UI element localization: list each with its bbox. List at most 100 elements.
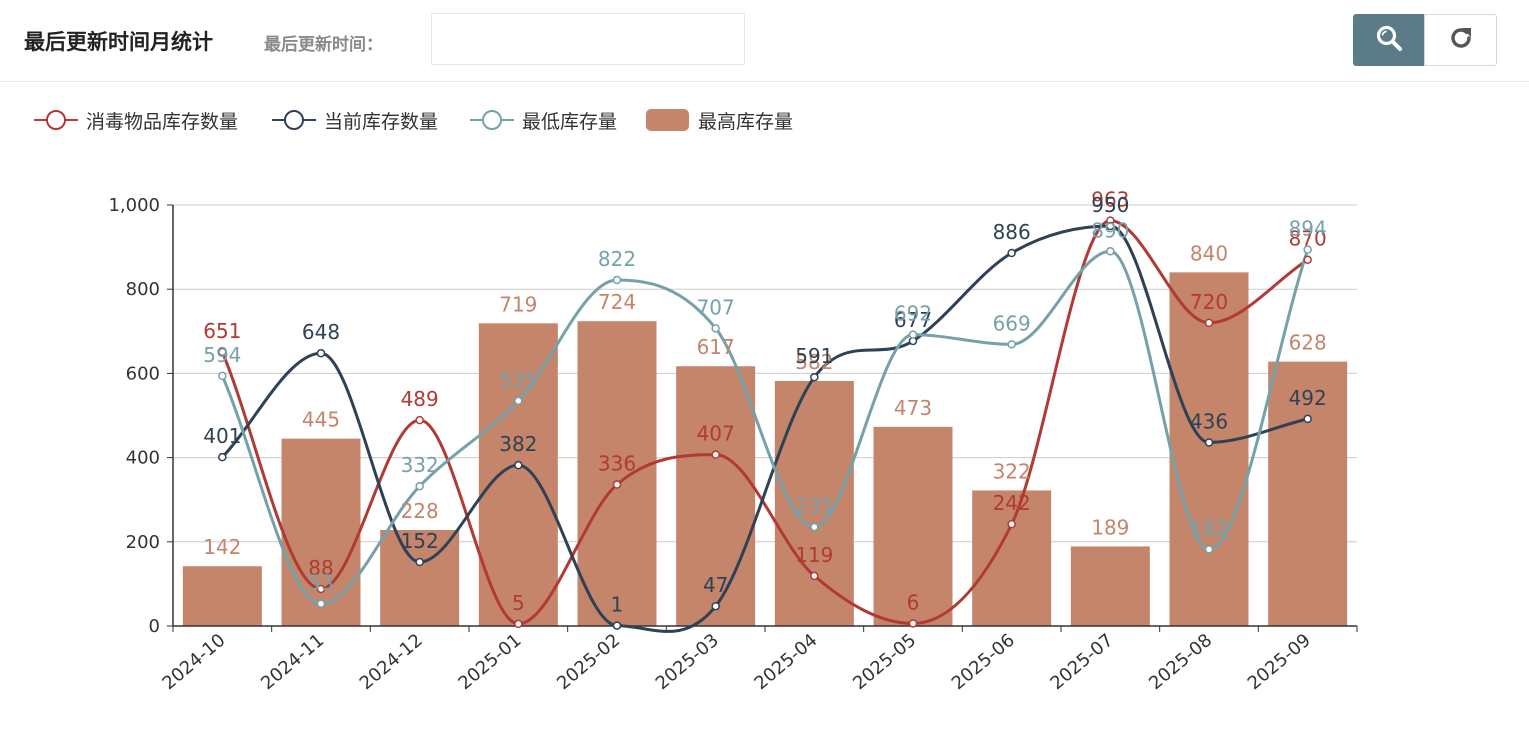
data-label-disinfect: 407 [697, 422, 735, 446]
filter-label: 最后更新时间： [264, 35, 383, 55]
point-disinfect [711, 450, 720, 459]
point-current [415, 557, 424, 567]
data-label-current: 47 [703, 573, 728, 597]
point-min [908, 330, 918, 339]
point-current [612, 621, 622, 630]
data-label-max: 445 [302, 408, 340, 432]
legend-item-min[interactable]: 最低库存量 [470, 104, 617, 136]
point-min [1204, 545, 1214, 554]
point-min [218, 371, 227, 381]
data-label-min: 669 [993, 311, 1031, 335]
data-label-disinfect: 336 [598, 452, 636, 476]
data-label-min: 332 [401, 453, 439, 477]
legend-marker-current [272, 110, 316, 130]
data-label-current: 886 [993, 220, 1031, 244]
line-min [220, 249, 1310, 606]
point-current [1303, 414, 1312, 424]
y-tick-label: 0 [149, 616, 160, 637]
data-label-max: 189 [1091, 515, 1129, 539]
data-label-min: 235 [795, 494, 833, 518]
point-disinfect [1007, 519, 1016, 529]
x-tick-label: 2025-06 [948, 630, 1019, 694]
bar [1268, 361, 1348, 626]
legend-marker-disinfect [34, 110, 78, 130]
point-min [1106, 247, 1115, 256]
data-label-disinfect: 242 [993, 491, 1031, 515]
data-label-min: 822 [598, 247, 636, 271]
data-label-max: 628 [1289, 331, 1327, 355]
y-tick-label: 200 [126, 532, 160, 553]
x-tick-label: 2025-09 [1244, 630, 1315, 694]
data-label-disinfect: 489 [401, 387, 439, 411]
point-current [514, 460, 523, 470]
y-tick-label: 600 [126, 363, 160, 384]
data-label-max: 617 [697, 335, 735, 359]
page-title: 最后更新时间月统计 [24, 30, 213, 54]
data-label-current: 591 [795, 344, 833, 368]
search-icon [1375, 24, 1403, 56]
legend-label-max: 最高库存量 [698, 110, 794, 133]
point-min [514, 396, 523, 406]
y-tick-label: 1,000 [108, 195, 160, 216]
data-label-min: 594 [203, 343, 241, 367]
x-tick-label: 2025-03 [652, 630, 723, 694]
line-current [221, 224, 1309, 633]
data-label-max: 724 [598, 290, 636, 314]
point-current [218, 452, 227, 462]
point-current [810, 372, 819, 382]
bar [1169, 272, 1249, 626]
bar [873, 426, 953, 626]
last-update-time-input[interactable] [431, 13, 745, 65]
x-tick-label: 2025-05 [849, 630, 920, 694]
point-disinfect [514, 619, 523, 629]
bar [281, 438, 361, 626]
data-label-max: 840 [1190, 241, 1228, 265]
legend-item-current[interactable]: 当前库存数量 [272, 104, 438, 136]
y-tick-label: 800 [126, 279, 160, 300]
point-disinfect [415, 415, 424, 425]
data-label-max: 582 [795, 350, 833, 374]
bar [478, 323, 558, 626]
x-tick-label: 2025-01 [454, 630, 525, 694]
data-label-disinfect: 6 [907, 590, 920, 614]
x-tick-label: 2024-11 [257, 630, 328, 694]
bar [1070, 546, 1150, 626]
x-tick-label: 2025-04 [750, 630, 821, 694]
reset-button[interactable] [1424, 14, 1497, 66]
data-label-disinfect: 119 [795, 543, 833, 567]
legend-marker-min [470, 110, 514, 130]
data-label-current: 382 [499, 432, 537, 456]
search-button[interactable] [1353, 14, 1425, 66]
point-disinfect [810, 571, 819, 581]
bar [972, 490, 1052, 626]
point-current [1007, 248, 1016, 258]
point-disinfect [612, 480, 622, 489]
data-label-max: 719 [499, 292, 537, 316]
data-label-min: 182 [1190, 516, 1228, 540]
x-tick-label: 2025-08 [1145, 630, 1216, 694]
point-disinfect [218, 347, 227, 357]
point-min [1007, 340, 1016, 349]
data-label-max: 228 [401, 499, 439, 523]
bar [676, 366, 756, 626]
legend-item-max[interactable]: 最高库存量 [646, 104, 793, 136]
data-label-min: 890 [1091, 218, 1129, 242]
data-label-current: 436 [1190, 409, 1228, 433]
legend-item-disinfect[interactable]: 消毒物品库存数量 [34, 104, 238, 136]
data-label-current: 677 [894, 308, 932, 332]
point-min [1303, 245, 1312, 254]
point-current [1106, 221, 1115, 231]
bar [774, 380, 854, 626]
point-disinfect [908, 619, 918, 628]
x-tick-label: 2025-07 [1046, 630, 1117, 694]
data-label-min: 894 [1289, 217, 1327, 241]
x-tick-label: 2024-10 [158, 630, 229, 694]
data-label-disinfect: 651 [203, 319, 241, 343]
y-tick-label: 400 [126, 448, 160, 469]
data-label-disinfect: 5 [512, 591, 525, 615]
point-current [711, 601, 720, 611]
data-label-min: 53 [308, 571, 333, 595]
data-label-current: 1 [611, 593, 624, 617]
data-label-disinfect: 720 [1190, 290, 1228, 314]
point-min [415, 481, 424, 491]
